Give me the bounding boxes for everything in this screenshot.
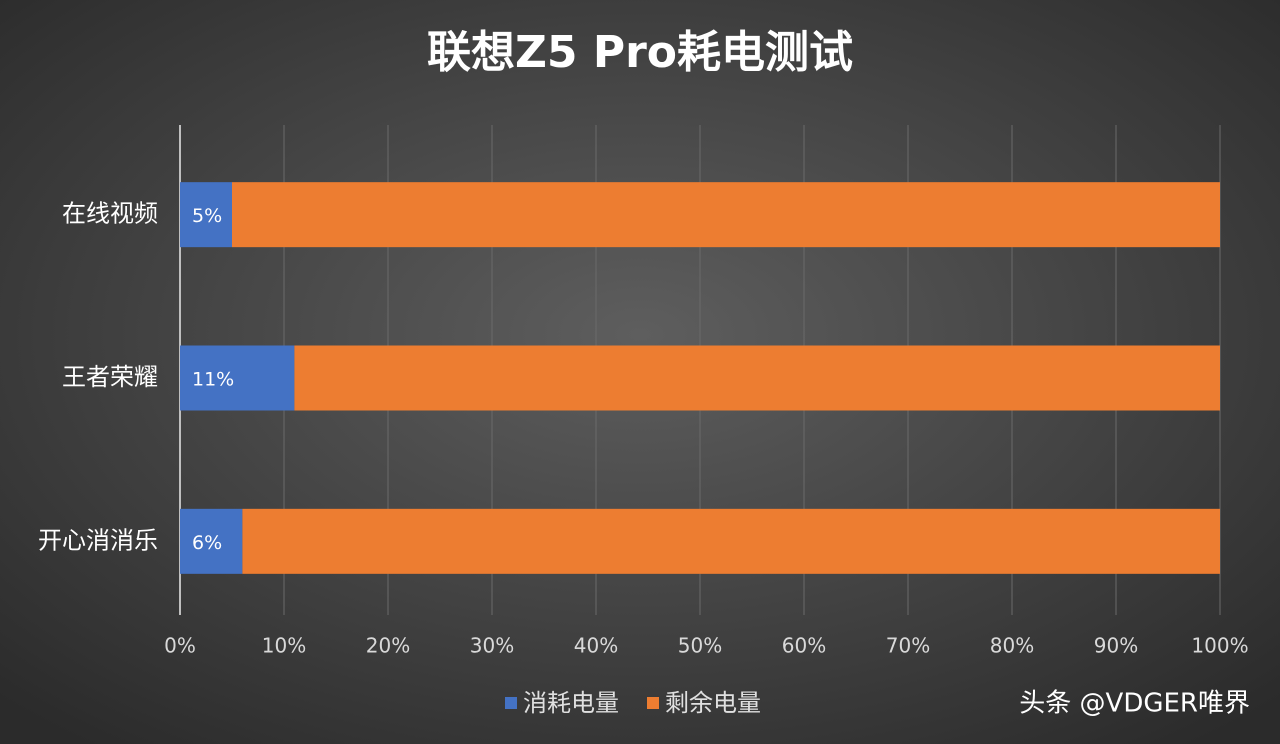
legend-label: 剩余电量 <box>665 689 761 717</box>
legend-swatch <box>647 697 659 709</box>
data-label: 6% <box>192 532 222 554</box>
data-label: 11% <box>192 369 234 391</box>
x-tick-label: 70% <box>886 634 930 658</box>
bar-segment <box>232 182 1220 248</box>
x-tick-label: 10% <box>262 634 306 658</box>
legend-label: 消耗电量 <box>523 689 619 717</box>
x-tick-label: 20% <box>366 634 410 658</box>
watermark: 头条 @VDGER唯界 <box>1019 689 1250 719</box>
y-tick-label: 在线视频 <box>62 200 158 228</box>
legend-swatch <box>505 697 517 709</box>
x-tick-label: 80% <box>990 634 1034 658</box>
bar-segment <box>294 345 1220 411</box>
y-tick-label: 开心消消乐 <box>38 526 158 554</box>
x-tick-label: 100% <box>1191 634 1248 658</box>
x-tick-label: 90% <box>1094 634 1138 658</box>
x-tick-label: 50% <box>678 634 722 658</box>
x-tick-label: 40% <box>574 634 618 658</box>
x-tick-label: 0% <box>164 634 196 658</box>
bar-segment <box>242 508 1220 574</box>
y-tick-label: 王者荣耀 <box>62 363 158 391</box>
x-tick-label: 30% <box>470 634 514 658</box>
data-label: 5% <box>192 205 222 227</box>
bar-segment <box>180 345 295 411</box>
bar-segment <box>180 508 243 574</box>
x-tick-label: 60% <box>782 634 826 658</box>
bar-segment <box>180 182 232 248</box>
chart-title: 联想Z5 Pro耗电测试 <box>427 27 853 78</box>
